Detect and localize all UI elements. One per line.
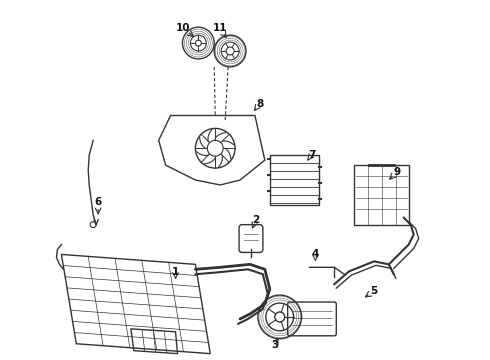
Text: 5: 5 — [370, 286, 378, 296]
Text: 4: 4 — [312, 249, 319, 260]
Text: 1: 1 — [172, 267, 179, 277]
Text: 3: 3 — [271, 340, 278, 350]
Text: 9: 9 — [393, 167, 400, 177]
Text: 8: 8 — [256, 99, 264, 109]
Text: 7: 7 — [308, 150, 315, 160]
Text: 2: 2 — [252, 215, 260, 225]
Text: 11: 11 — [213, 23, 227, 33]
Text: 6: 6 — [95, 197, 102, 207]
Text: 10: 10 — [176, 23, 191, 33]
